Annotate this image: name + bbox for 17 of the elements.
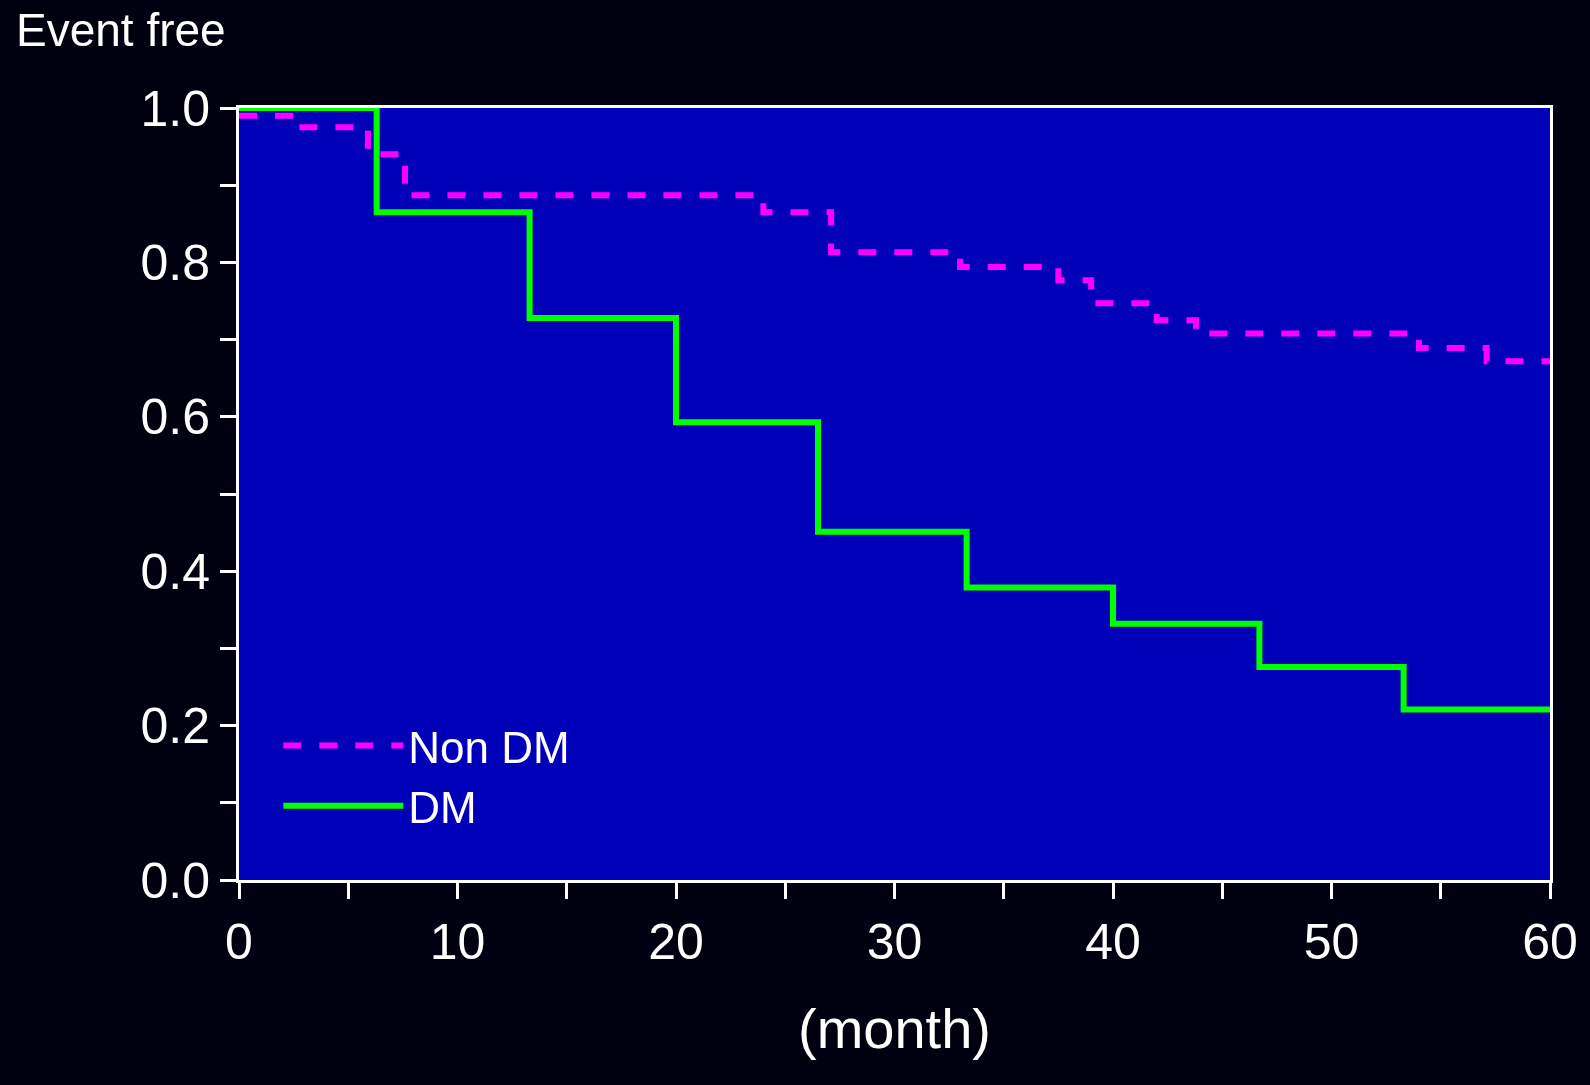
legend-label: DM — [408, 782, 477, 832]
y-tick-label: 0.0 — [140, 852, 210, 909]
x-axis-title: (month) — [798, 996, 991, 1060]
x-tick-label: 60 — [1522, 914, 1578, 970]
legend-label: Non DM — [408, 722, 570, 772]
x-tick-label: 30 — [866, 914, 923, 970]
y-tick-label: 0.2 — [140, 698, 210, 755]
x-tick-label: 0 — [225, 914, 253, 970]
x-tick-label: 10 — [429, 914, 486, 970]
x-tick-label: 20 — [648, 914, 704, 970]
y-tick-label: 0.6 — [140, 389, 210, 446]
y-axis-title: Event free — [16, 4, 226, 56]
y-tick-label: 1.0 — [140, 80, 210, 137]
y-tick-label: 0.4 — [140, 543, 210, 600]
x-tick-label: 40 — [1085, 914, 1141, 970]
x-tick-label: 50 — [1303, 914, 1360, 970]
y-tick-label: 0.8 — [140, 234, 210, 291]
